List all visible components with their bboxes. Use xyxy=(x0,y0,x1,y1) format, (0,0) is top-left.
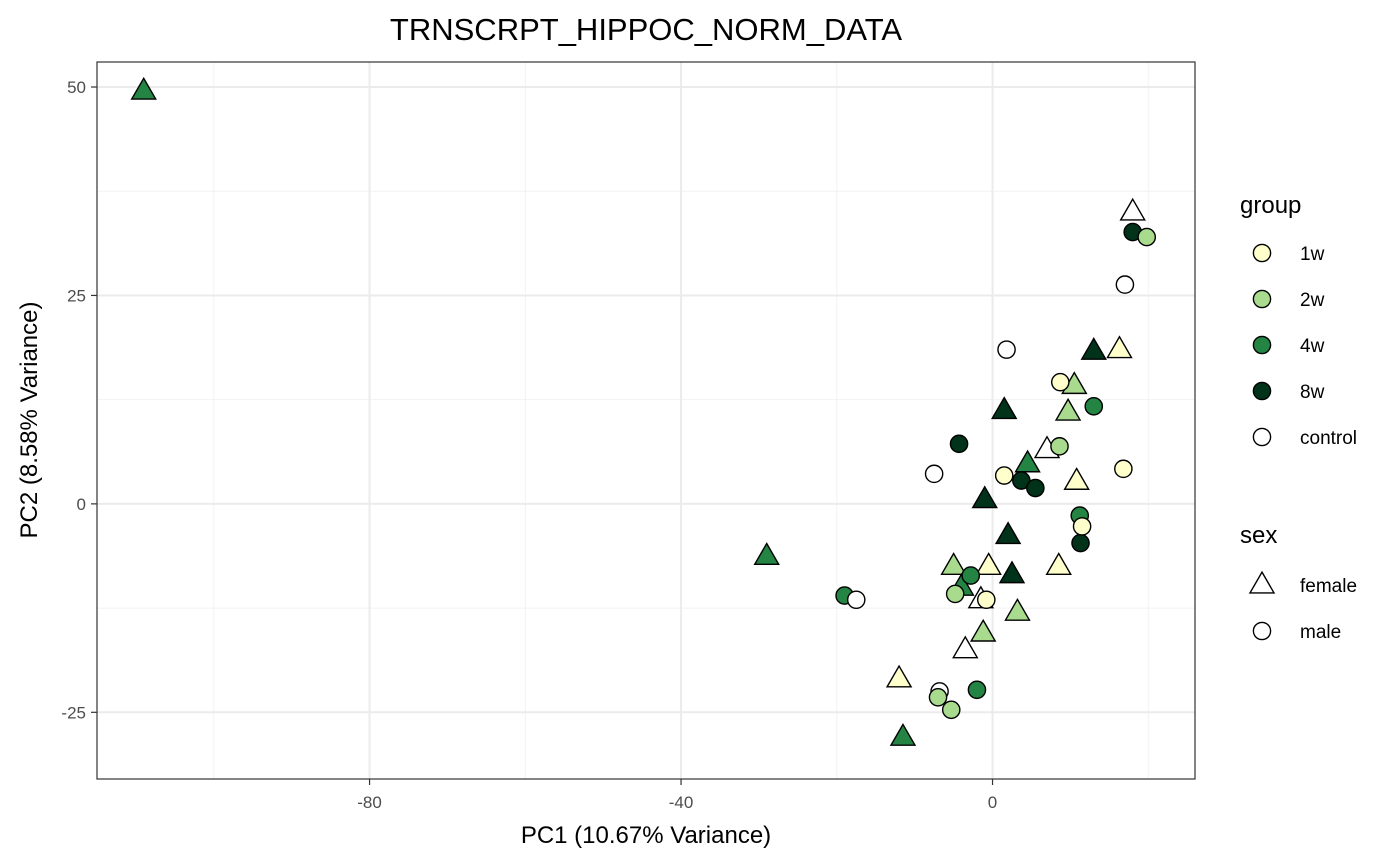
point-male-2w xyxy=(945,584,965,604)
panel-border xyxy=(96,61,1196,780)
x-tick-label: -80 xyxy=(357,793,382,812)
point-male-2w xyxy=(1137,227,1157,247)
point-female-1w xyxy=(1045,552,1072,575)
point-male-8w xyxy=(1026,478,1045,498)
y-tick-label: 25 xyxy=(67,286,86,305)
point-female-1w xyxy=(1063,467,1090,490)
point-male-2w xyxy=(928,687,948,707)
axis-ticks: -80 -40 0 -25 0 25 50 xyxy=(61,78,997,812)
point-male-control xyxy=(924,464,944,484)
y-axis-title: PC2 (8.58% Variance) xyxy=(16,302,43,539)
y-tick-label: 50 xyxy=(67,78,86,97)
point-male-control xyxy=(846,590,866,610)
point-female-4w xyxy=(889,723,917,746)
point-female-8w xyxy=(971,485,998,509)
point-female-2w xyxy=(1054,397,1082,421)
legend-title-group: group xyxy=(1240,192,1301,219)
legend-label-1w: 1w xyxy=(1300,244,1325,265)
x-tick-label: -40 xyxy=(669,793,694,812)
legend-label-4w: 4w xyxy=(1300,336,1325,357)
point-female-4w xyxy=(1014,449,1041,473)
point-female-8w xyxy=(991,396,1018,420)
point-male-2w xyxy=(941,700,961,720)
data-points xyxy=(130,76,1157,746)
x-tick-label: 0 xyxy=(988,793,997,812)
legend-title-sex: sex xyxy=(1240,522,1277,549)
legend-label-male: male xyxy=(1300,622,1341,643)
legend-key-8w xyxy=(1252,381,1272,401)
point-female-4w xyxy=(753,542,780,565)
chart-title: TRNSCRPT_HIPPOC_NORM_DATA xyxy=(390,12,902,47)
point-female-control xyxy=(1119,197,1146,221)
point-male-1w xyxy=(1072,517,1092,536)
point-female-2w xyxy=(940,552,967,575)
point-male-1w xyxy=(1114,459,1133,479)
point-female-1w xyxy=(885,664,913,688)
legend: group 1w 2w 4w 8w control sex female male xyxy=(1240,192,1357,643)
point-female-8w xyxy=(994,521,1022,545)
y-tick-label: -25 xyxy=(61,703,86,722)
point-male-2w xyxy=(1050,437,1069,456)
y-tick-label: 0 xyxy=(77,495,86,514)
legend-key-female xyxy=(1248,570,1276,594)
legend-key-4w xyxy=(1252,335,1272,355)
point-female-2w xyxy=(969,618,997,642)
point-female-1w xyxy=(1106,335,1133,359)
legend-label-female: female xyxy=(1300,576,1357,597)
x-axis-title: PC1 (10.67% Variance) xyxy=(521,822,771,849)
legend-key-male xyxy=(1252,621,1272,641)
grid-lines xyxy=(97,62,1195,779)
point-male-control xyxy=(1115,275,1135,294)
point-male-1w xyxy=(1050,372,1070,392)
point-male-8w xyxy=(1071,533,1090,553)
point-male-4w xyxy=(961,566,981,585)
legend-key-control xyxy=(1252,427,1272,447)
point-female-4w xyxy=(130,76,157,100)
legend-label-2w: 2w xyxy=(1300,290,1325,311)
point-female-1w xyxy=(975,552,1002,575)
legend-key-1w xyxy=(1252,243,1272,263)
point-female-control xyxy=(952,635,979,659)
point-female-8w xyxy=(998,560,1026,584)
point-female-2w xyxy=(1004,597,1031,621)
legend-label-control: control xyxy=(1300,428,1357,449)
point-male-1w xyxy=(977,590,996,610)
point-male-control xyxy=(997,340,1016,359)
point-male-4w xyxy=(1084,397,1104,416)
point-male-1w xyxy=(994,466,1014,485)
point-male-4w xyxy=(967,680,987,700)
point-female-8w xyxy=(1080,337,1107,360)
legend-label-8w: 8w xyxy=(1300,382,1325,403)
legend-key-2w xyxy=(1252,289,1272,309)
point-male-8w xyxy=(949,434,969,454)
